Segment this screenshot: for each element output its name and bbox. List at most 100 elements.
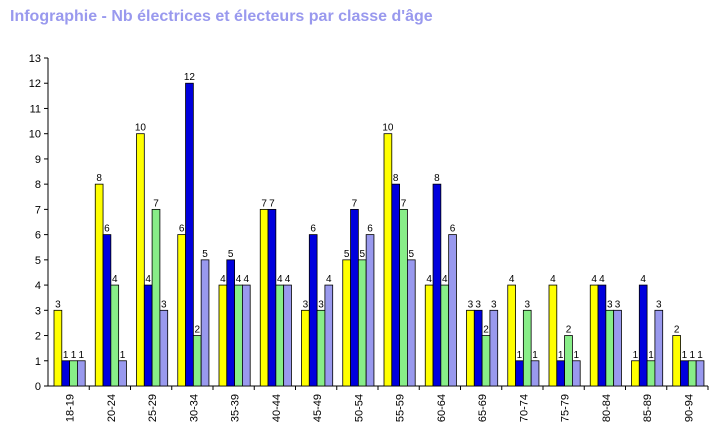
category-label: 90-94 bbox=[683, 394, 695, 422]
bar-value-label: 1 bbox=[648, 350, 654, 361]
y-tick-label: 1 bbox=[35, 356, 41, 368]
bar bbox=[159, 309, 169, 387]
bar-value-label: 7 bbox=[269, 198, 275, 209]
bar bbox=[110, 284, 120, 387]
bar bbox=[185, 82, 194, 387]
y-tick-label: 11 bbox=[30, 103, 41, 115]
category-label: 50-54 bbox=[353, 394, 365, 422]
bar bbox=[350, 208, 359, 387]
bar bbox=[654, 309, 664, 387]
bar bbox=[672, 335, 681, 387]
bar bbox=[324, 284, 334, 387]
category-label: 65-69 bbox=[477, 394, 489, 422]
bar bbox=[473, 309, 483, 387]
bar bbox=[597, 284, 607, 387]
bar-value-label: 1 bbox=[558, 350, 564, 361]
bar-value-label: 3 bbox=[468, 299, 474, 310]
bar-value-label: 4 bbox=[244, 274, 250, 285]
y-tick-label: 0 bbox=[35, 381, 41, 393]
bar-value-label: 4 bbox=[509, 274, 515, 285]
bar bbox=[515, 360, 524, 387]
bar bbox=[530, 360, 540, 387]
bar bbox=[342, 259, 351, 387]
bar-value-label: 6 bbox=[310, 224, 316, 235]
bar bbox=[613, 309, 622, 387]
y-tick-label: 5 bbox=[35, 255, 41, 267]
y-tick-label: 12 bbox=[29, 78, 41, 90]
bar bbox=[432, 183, 442, 387]
category-label: 70-74 bbox=[518, 394, 530, 422]
bar-value-label: 1 bbox=[574, 350, 580, 361]
bar-value-label: 1 bbox=[532, 350, 538, 361]
bar-value-label: 6 bbox=[450, 224, 456, 235]
bar-value-label: 6 bbox=[104, 224, 110, 235]
bar-value-label: 3 bbox=[303, 299, 309, 310]
bar bbox=[365, 234, 375, 387]
bar bbox=[631, 360, 640, 387]
y-tick-label: 8 bbox=[35, 179, 41, 191]
bar-value-label: 1 bbox=[79, 350, 85, 361]
bar-value-label: 3 bbox=[318, 299, 324, 310]
bar bbox=[507, 284, 516, 387]
bar bbox=[466, 309, 475, 387]
bar bbox=[638, 284, 648, 387]
bar bbox=[53, 309, 63, 387]
chart-title: Infographie - Nb électrices et électeurs… bbox=[10, 8, 433, 25]
bar-value-label: 3 bbox=[161, 299, 167, 310]
bar bbox=[226, 259, 236, 387]
category-label: 40-44 bbox=[271, 394, 283, 422]
bar bbox=[275, 284, 285, 387]
bar bbox=[241, 284, 251, 387]
bar bbox=[605, 309, 615, 387]
bar bbox=[589, 284, 599, 387]
bar-value-label: 7 bbox=[153, 198, 159, 209]
bar-value-label: 3 bbox=[607, 299, 613, 310]
y-tick-label: 13 bbox=[29, 53, 41, 65]
bar-value-label: 3 bbox=[475, 299, 481, 310]
bar-value-label: 1 bbox=[682, 350, 688, 361]
bar bbox=[308, 234, 318, 387]
bar bbox=[192, 335, 202, 387]
category-label: 30-34 bbox=[188, 394, 200, 422]
category-label: 75-79 bbox=[560, 394, 572, 422]
bar-value-label: 7 bbox=[352, 198, 358, 209]
bar bbox=[564, 335, 573, 387]
bar bbox=[440, 284, 450, 387]
bar bbox=[646, 360, 656, 387]
bar-value-label: 3 bbox=[615, 299, 621, 310]
bar bbox=[77, 360, 86, 387]
bar-value-label: 5 bbox=[409, 249, 415, 260]
bar bbox=[102, 234, 112, 387]
bar-value-label: 4 bbox=[442, 274, 448, 285]
bar-value-label: 4 bbox=[112, 274, 118, 285]
bar-value-label: 1 bbox=[63, 350, 69, 361]
bar bbox=[406, 259, 416, 387]
bar bbox=[383, 133, 393, 387]
category-label: 45-49 bbox=[312, 394, 324, 422]
bar bbox=[61, 360, 70, 387]
bar-value-label: 2 bbox=[194, 325, 200, 336]
bar-value-label: 3 bbox=[656, 299, 662, 310]
bar-value-label: 8 bbox=[96, 173, 102, 184]
y-tick-label: 2 bbox=[35, 331, 41, 343]
y-tick-label: 9 bbox=[35, 154, 41, 166]
bar-value-label: 5 bbox=[359, 249, 365, 260]
y-tick-label: 6 bbox=[35, 230, 41, 242]
bar bbox=[548, 284, 558, 387]
bar-value-label: 1 bbox=[120, 350, 126, 361]
category-label: 60-64 bbox=[436, 394, 448, 422]
bar-value-label: 4 bbox=[277, 274, 283, 285]
category-label: 85-89 bbox=[642, 394, 654, 422]
bar bbox=[489, 309, 499, 387]
bar-value-label: 4 bbox=[599, 274, 605, 285]
bar-value-label: 4 bbox=[550, 274, 556, 285]
bar bbox=[267, 208, 277, 387]
bar bbox=[448, 234, 457, 387]
bar bbox=[391, 183, 400, 387]
bar bbox=[357, 259, 367, 387]
bar-value-label: 10 bbox=[382, 123, 394, 134]
bar-value-label: 8 bbox=[393, 173, 399, 184]
bar-value-label: 5 bbox=[344, 249, 350, 260]
bar-value-label: 10 bbox=[135, 123, 147, 134]
bar-value-label: 12 bbox=[184, 72, 196, 83]
